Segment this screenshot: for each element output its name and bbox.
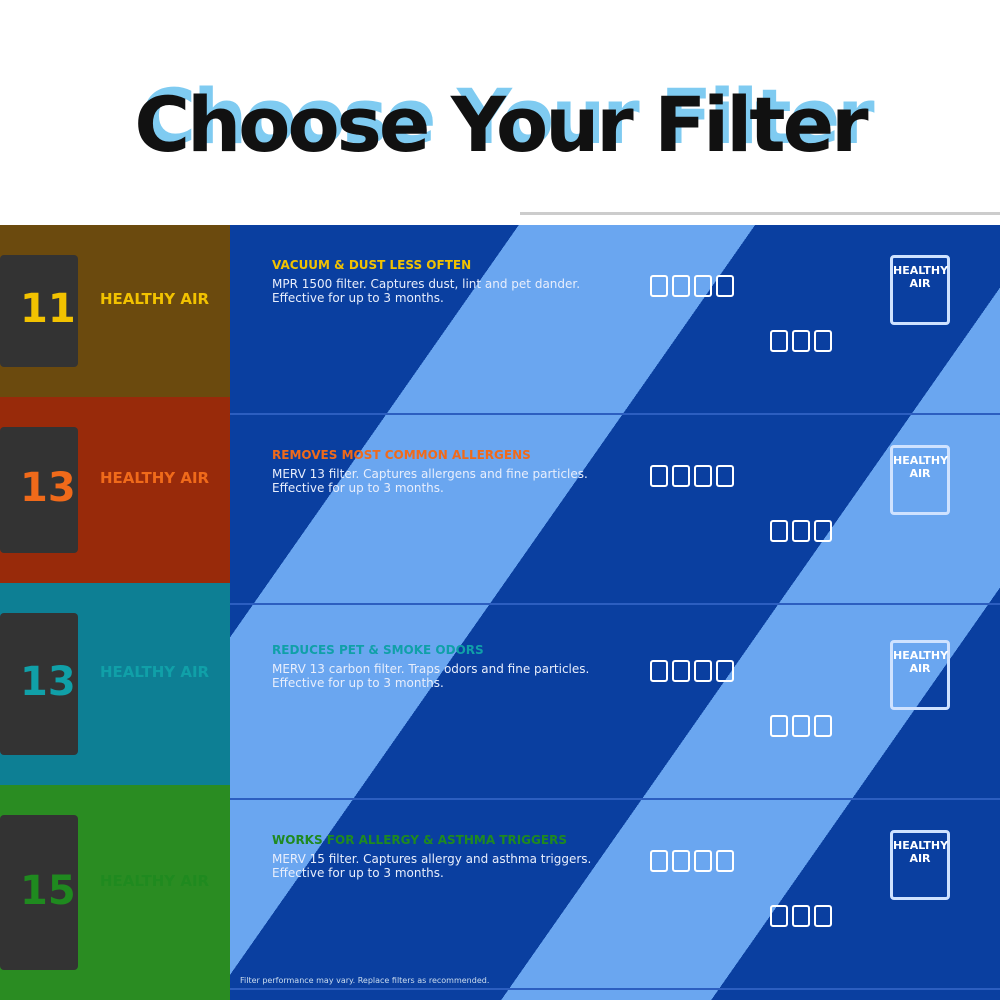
benefit-icon [770,330,788,352]
benefit-icon [650,275,668,297]
benefit-icon [716,465,734,487]
footnote: Filter performance may vary. Replace fil… [240,976,490,985]
feature-heading: REMOVES MOST COMMON ALLERGENS [272,448,531,462]
divider [520,212,1000,215]
benefit-icon [770,520,788,542]
filter-rating: 13 [20,465,76,511]
filter-band: 11 HEALTHY AIR [0,225,230,397]
feature-row: VACUUM & DUST LESS OFTEN MPR 1500 filter… [230,225,1000,415]
benefit-icon [814,330,832,352]
filter-card[interactable]: 11 [0,255,78,367]
filter-label: HEALTHY AIR [100,290,210,308]
healthy-air-badge: HEALTHY AIR [890,640,950,710]
feature-heading: REDUCES PET & SMOKE ODORS [272,643,484,657]
benefit-icon [672,465,690,487]
filter-rating: 15 [20,867,76,914]
healthy-air-badge: HEALTHY AIR [890,830,950,900]
filter-label: HEALTHY AIR [100,871,210,890]
feature-description: MERV 13 filter. Captures allergens and f… [272,467,588,495]
healthy-air-badge: HEALTHY AIR [890,255,950,325]
benefit-icon [792,330,810,352]
benefit-icons [650,275,734,297]
benefit-icon [814,520,832,542]
benefit-icon [792,905,810,927]
benefit-icon [814,905,832,927]
filter-card[interactable]: 15 [0,815,78,970]
feature-panel: VACUUM & DUST LESS OFTEN MPR 1500 filter… [230,225,1000,1000]
benefit-icon [694,850,712,872]
benefit-icon [672,850,690,872]
filter-card[interactable]: 13 [0,427,78,553]
benefit-icon [650,465,668,487]
title-area: Choose Your Filter [0,60,1000,210]
benefit-icon [792,715,810,737]
feature-heading: WORKS FOR ALLERGY & ASTHMA TRIGGERS [272,833,567,847]
benefit-icon [694,465,712,487]
filter-band: 13 HEALTHY AIR [0,397,230,583]
filter-bands: 11 HEALTHY AIR 13 HEALTHY AIR 13 HEALTHY A… [0,225,230,1000]
benefit-icon [650,850,668,872]
benefit-icon [672,660,690,682]
benefit-icons [770,520,832,542]
feature-description: MPR 1500 filter. Captures dust, lint and… [272,277,581,305]
filter-rating: 13 [20,659,76,705]
benefit-icons [650,465,734,487]
filter-band: 15 HEALTHY AIR [0,785,230,1000]
benefit-icon [770,905,788,927]
benefit-icon [650,660,668,682]
benefit-icons [770,905,832,927]
benefit-icon [716,850,734,872]
filter-rating: 11 [20,286,76,332]
feature-row: REDUCES PET & SMOKE ODORS MERV 13 carbon… [230,610,1000,800]
benefit-icon [694,275,712,297]
benefit-icons [770,330,832,352]
feature-row: WORKS FOR ALLERGY & ASTHMA TRIGGERS MERV… [230,800,1000,990]
feature-description: MERV 15 filter. Captures allergy and ast… [272,852,592,880]
filter-label: HEALTHY AIR [100,663,210,681]
benefit-icon [792,520,810,542]
benefit-icon [716,275,734,297]
filter-card[interactable]: 13 [0,613,78,755]
page-title: Choose Your Filter [134,80,868,169]
filter-band: 13 HEALTHY AIR [0,583,230,785]
filter-label: HEALTHY AIR [100,469,210,487]
benefit-icon [716,660,734,682]
feature-row: REMOVES MOST COMMON ALLERGENS MERV 13 fi… [230,415,1000,605]
feature-heading: VACUUM & DUST LESS OFTEN [272,258,472,272]
benefit-icon [694,660,712,682]
feature-description: MERV 13 carbon filter. Traps odors and f… [272,662,590,690]
benefit-icon [814,715,832,737]
benefit-icons [650,660,734,682]
benefit-icons [650,850,734,872]
benefit-icon [672,275,690,297]
healthy-air-badge: HEALTHY AIR [890,445,950,515]
benefit-icon [770,715,788,737]
benefit-icons [770,715,832,737]
